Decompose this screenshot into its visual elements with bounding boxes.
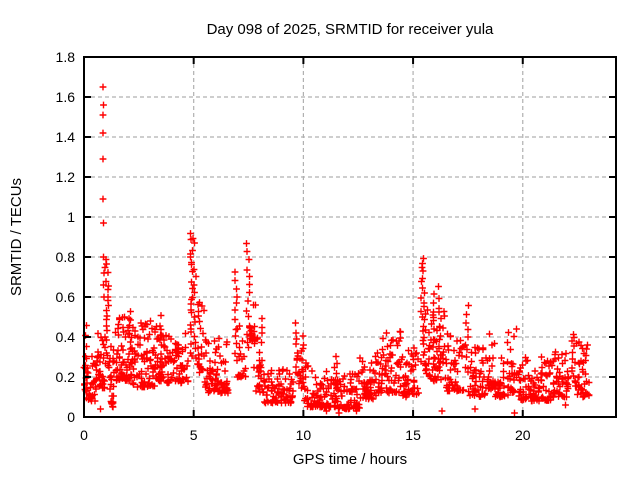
tick-labels: 0 5 10 15 20 0 0.2 0.4 0.6 0.8 1 1.2 1.4 1.6 1.8 (56, 49, 531, 443)
x-tick-label: 10 (296, 427, 312, 443)
plot-frame (83, 56, 617, 418)
x-axis-label: GPS time / hours (293, 451, 407, 468)
y-tick-label: 0.8 (56, 249, 76, 265)
y-tick-label: 1.6 (56, 89, 76, 105)
y-tick-label: 0 (67, 409, 75, 425)
y-tick-label: 1.4 (56, 129, 76, 145)
x-tick-label: 0 (80, 427, 88, 443)
x-tick-label: 5 (190, 427, 198, 443)
data-points (80, 83, 593, 417)
x-tick-label: 20 (515, 427, 531, 443)
y-tick-label: 1.2 (56, 169, 76, 185)
y-tick-label: 1.8 (56, 49, 76, 65)
y-tick-label: 0.4 (56, 329, 76, 345)
chart-title: Day 098 of 2025, SRMTID for receiver yul… (207, 21, 494, 38)
y-axis-label: SRMTID / TECUs (8, 178, 25, 296)
y-tick-label: 0.6 (56, 289, 76, 305)
y-tick-label: 0.2 (56, 369, 76, 385)
y-tick-label: 1 (67, 209, 75, 225)
x-tick-label: 15 (405, 427, 421, 443)
